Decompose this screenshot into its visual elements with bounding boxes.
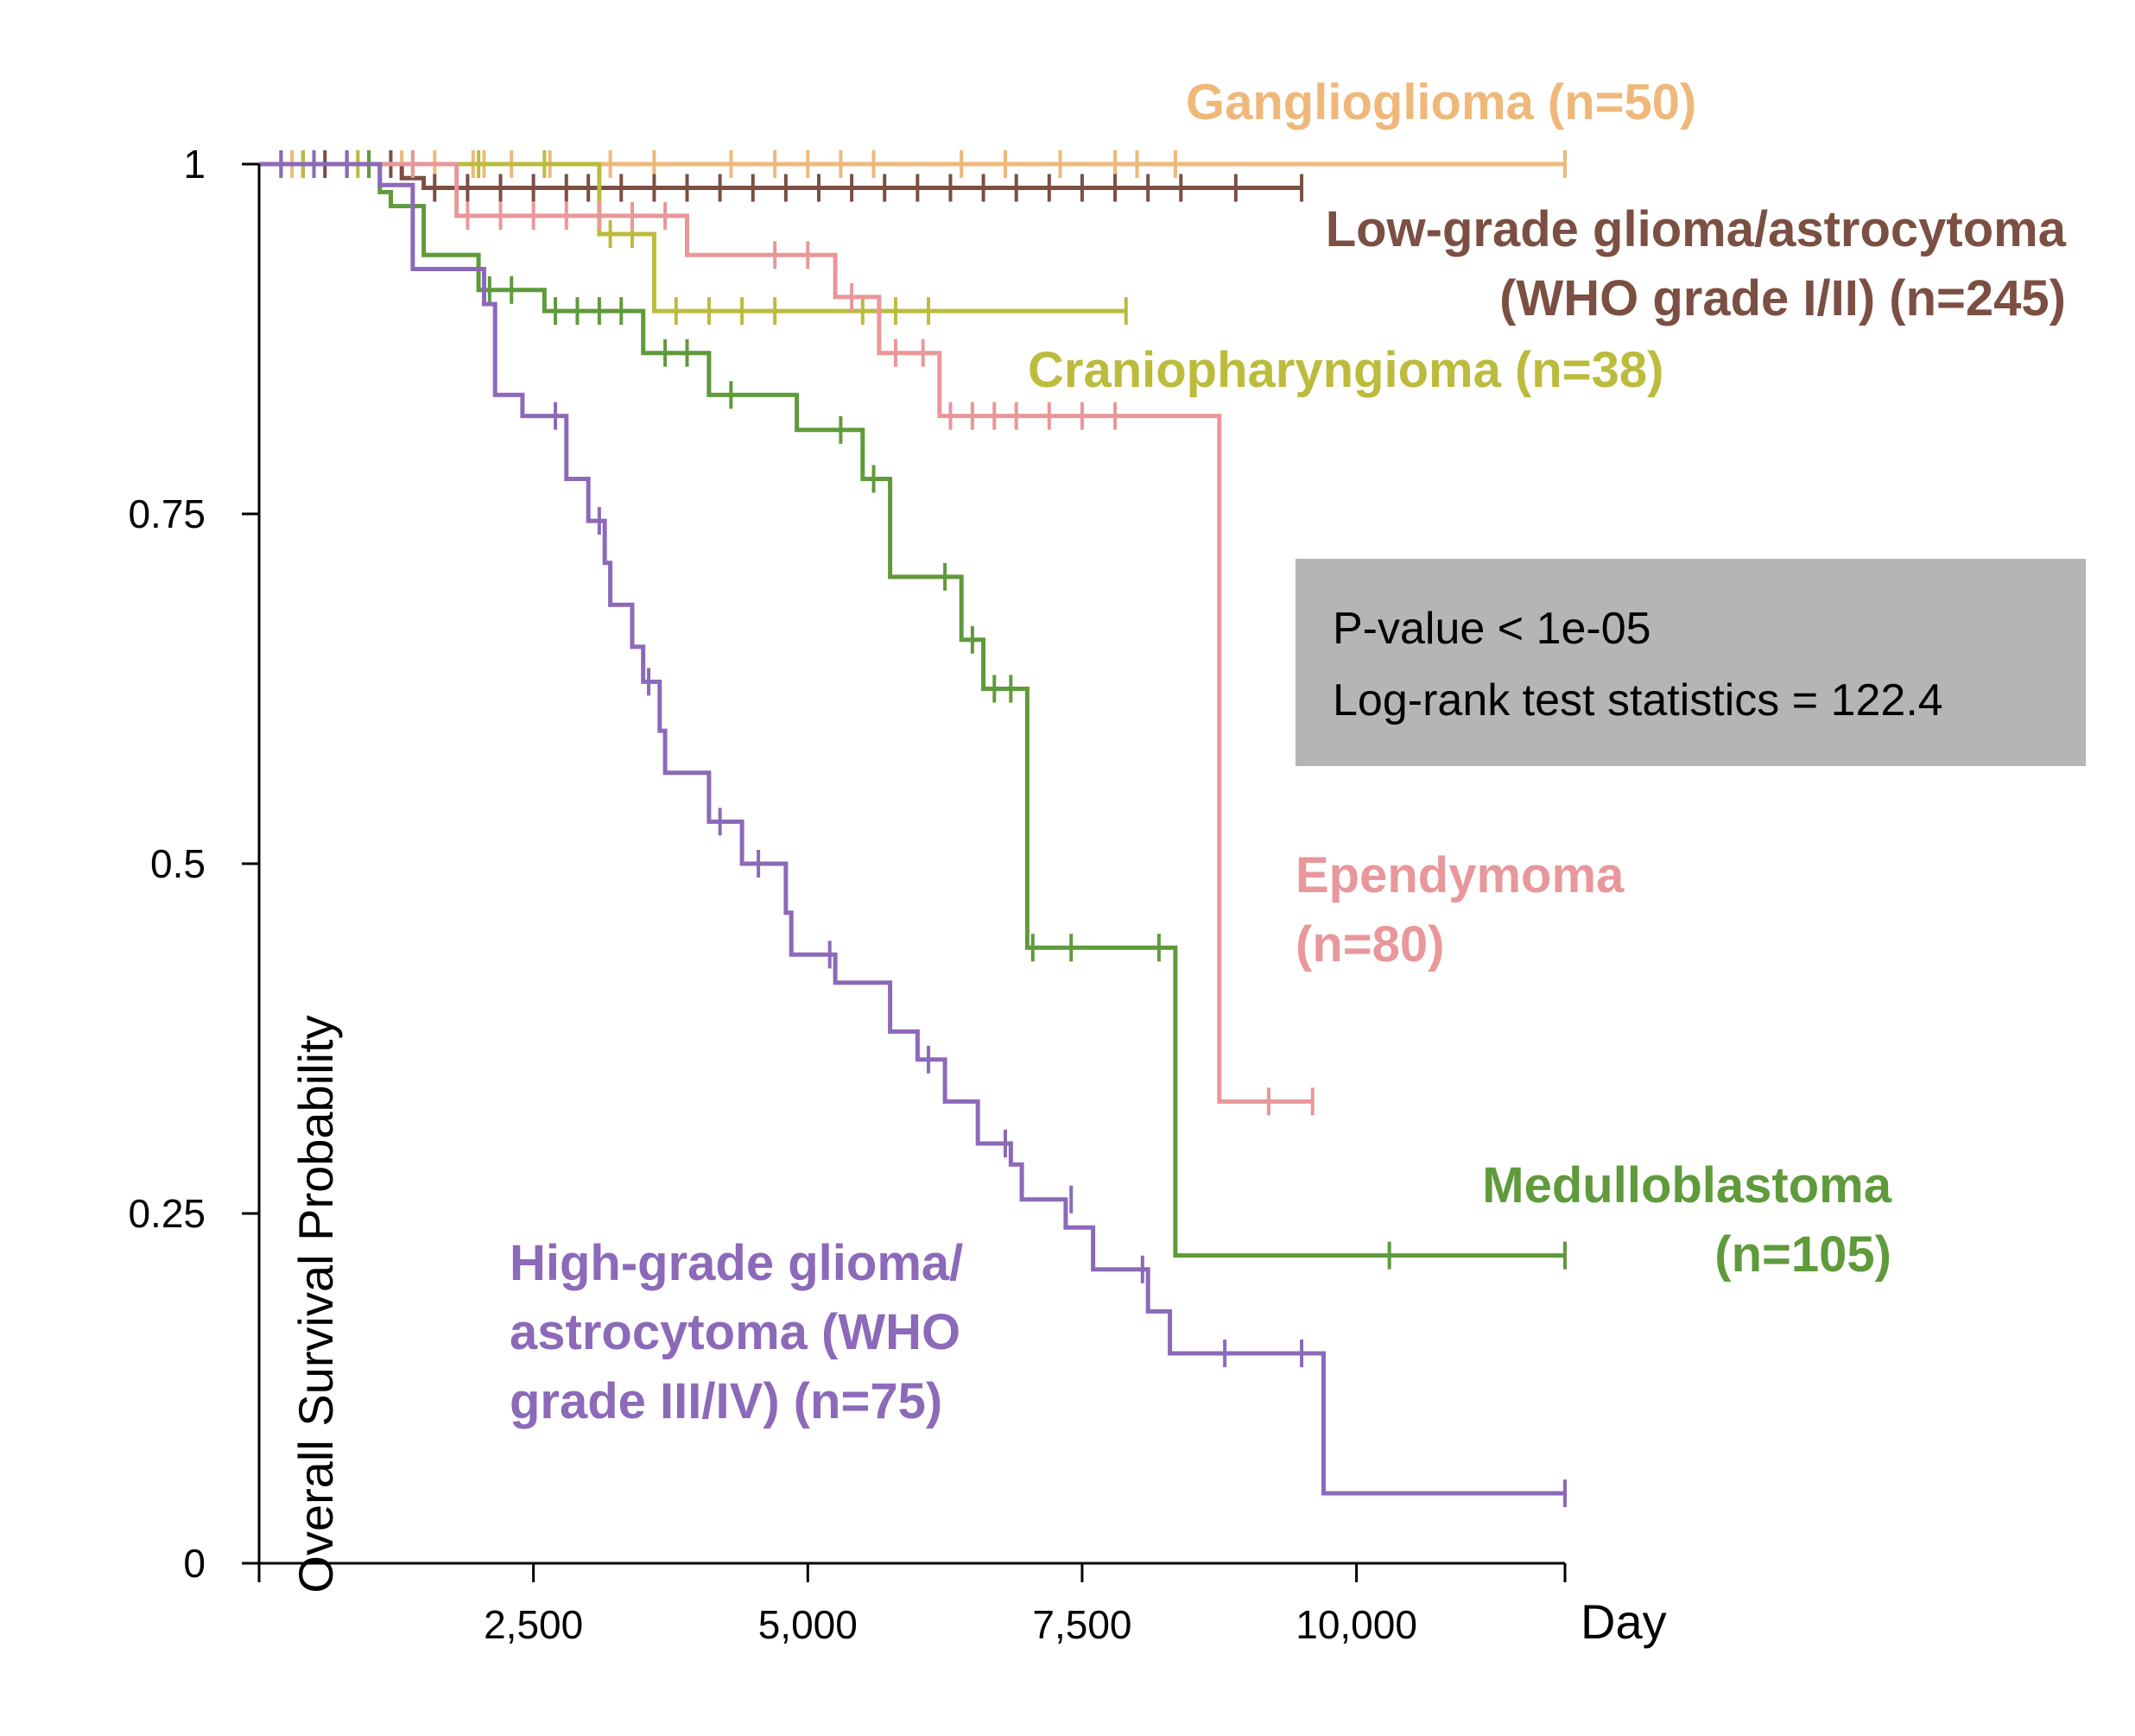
series-label-line: (n=80) [1296, 916, 1444, 973]
x-tick-label: 7,500 [1032, 1602, 1131, 1647]
series-label-line: Craniopharyngioma (n=38) [1028, 342, 1663, 398]
series-labels: Ganglioglioma (n=50) Low-grade glioma/ast… [510, 74, 2067, 1429]
series-label-line: Ependymoma [1296, 847, 1625, 903]
series-4 [259, 150, 1567, 1270]
series-3 [259, 150, 1315, 1116]
series-1 [259, 150, 1304, 202]
y-tick-label: 1 [183, 142, 206, 187]
x-tick-label: 5,000 [758, 1602, 858, 1647]
stats-logrank: Log-rank test statistics = 122.4 [1333, 675, 1943, 725]
series-5 [259, 150, 1567, 1507]
y-ticks: 0 0.25 0.5 0.75 1 [128, 142, 259, 1586]
series-label: Low-grade glioma/astrocytoma (WHO grade I… [1326, 201, 2067, 326]
stats-box-background [1296, 559, 2086, 766]
series-label-line: High-grade glioma/ [510, 1235, 963, 1291]
series-label: Ependymoma (n=80) [1296, 847, 1625, 973]
survival-curve [259, 162, 1126, 314]
series-label-line: astrocytoma (WHO [510, 1304, 960, 1360]
survival-curve [259, 162, 1313, 1104]
series-label-line: grade III/IV) (n=75) [510, 1373, 942, 1429]
survival-curve [259, 162, 1565, 1496]
plot-area [259, 150, 1567, 1507]
y-tick-label: 0 [183, 1541, 206, 1586]
series-label-line: Ganglioglioma (n=50) [1186, 74, 1696, 130]
stats-pvalue: P-value < 1e-05 [1333, 604, 1651, 654]
axes: 0 0.25 0.5 0.75 1 2,500 5,000 7,500 10,000 [128, 142, 1567, 1647]
series-label: Medulloblastoma (n=105) [1482, 1157, 1891, 1283]
y-tick-label: 0.25 [128, 1191, 206, 1236]
series-label: Ganglioglioma (n=50) [1186, 74, 1696, 130]
series-label: High-grade glioma/astrocytoma (WHO grade … [510, 1235, 963, 1429]
series-label-line: (n=105) [1714, 1226, 1891, 1283]
y-tick-label: 0.75 [128, 491, 206, 536]
x-ticks: 2,500 5,000 7,500 10,000 [257, 1563, 1567, 1647]
x-tick-label: 10,000 [1296, 1602, 1417, 1647]
x-tick-label: 2,500 [484, 1602, 583, 1647]
y-tick-label: 0.5 [150, 841, 206, 886]
y-axis-title: Overall Survival Probability [288, 1015, 343, 1593]
series-label-line: Low-grade glioma/astrocytoma [1326, 201, 2067, 257]
x-axis-title: Day [1581, 1594, 1667, 1649]
series-label-line: (WHO grade I/II) (n=245) [1499, 270, 2066, 326]
survival-curve [259, 162, 1302, 190]
stats-box: P-value < 1e-05 Log-rank test statistics… [1296, 559, 2086, 766]
survival-curve [259, 162, 1565, 1258]
series-label: Craniopharyngioma (n=38) [1028, 342, 1663, 398]
series-label-line: Medulloblastoma [1482, 1157, 1891, 1213]
